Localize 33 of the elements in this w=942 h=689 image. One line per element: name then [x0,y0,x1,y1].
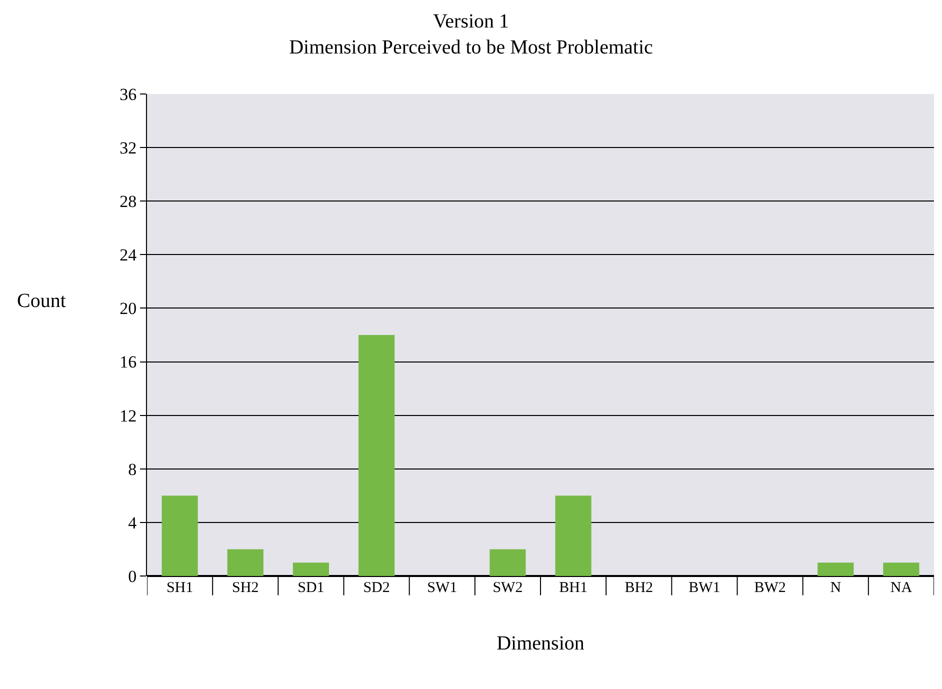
y-axis-title: Count [17,290,66,312]
y-tick-label: 20 [120,299,137,318]
y-tick-label: 4 [128,513,138,532]
x-tick-label: BW2 [754,580,786,596]
bar [883,562,920,576]
y-tick-label: 0 [128,566,137,586]
y-tick-label: 12 [120,406,137,426]
x-tick-label: NA [890,580,912,596]
chart-title: Version 1 Dimension Perceived to be Most Problematic [289,10,654,59]
y-tick-label: 16 [120,352,137,372]
x-tick-label: SW1 [427,580,458,596]
y-tick-label: 32 [120,138,137,158]
y-tick-label: 24 [120,246,138,265]
x-tick-label: SD2 [363,580,390,596]
bar [227,549,264,576]
y-tick-label: 8 [128,460,137,479]
bar [555,496,592,576]
x-tick-label: SD1 [298,580,324,596]
x-tick-label: N [830,580,842,596]
bar [162,496,198,576]
x-tick-label: SH1 [166,580,194,596]
y-tick-label: 28 [120,192,137,212]
y-tick-label: 36 [120,84,137,104]
x-tick-label: SH2 [232,580,259,596]
bar [292,562,329,576]
x-tick-label: SW2 [492,580,523,596]
x-tick-label: BH2 [624,580,654,596]
bar [818,562,854,576]
x-tick-label: BH1 [559,580,588,596]
bar [358,335,395,576]
x-tick-label: BW1 [688,580,720,596]
bar [490,549,526,576]
x-axis-title: Dimension [496,632,584,654]
